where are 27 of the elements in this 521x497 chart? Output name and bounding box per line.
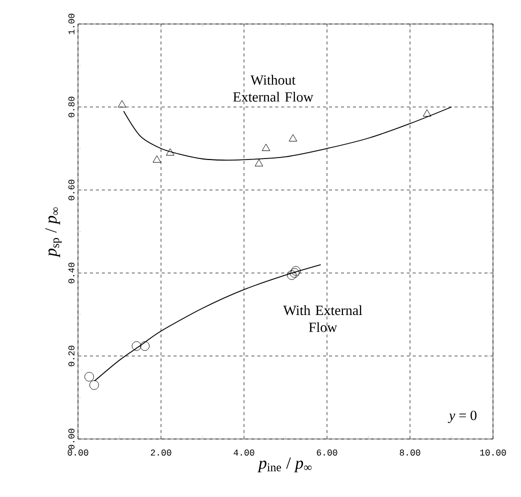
- point: [288, 134, 298, 142]
- y-tick-label: 1.00: [68, 14, 74, 34]
- x-axis-title: p$_{ine}$ / p$_{∞}$: [257, 457, 312, 472]
- point: [118, 100, 126, 108]
- point: [152, 155, 161, 163]
- point: [166, 148, 174, 156]
- x-tick-label: 2.00: [150, 450, 172, 456]
- point: [254, 159, 264, 166]
- y-axis-title: p$_{sp}$ / p$_{∞}$: [45, 207, 62, 258]
- x-tick-label: 4.00: [234, 450, 254, 456]
- point: [140, 341, 150, 351]
- point: [422, 109, 432, 117]
- x-tick-label: 6.00: [316, 450, 338, 456]
- point: [84, 372, 94, 382]
- x-tick-label: 10.00: [480, 450, 506, 456]
- annotation: y = 0: [448, 410, 476, 424]
- series-label: With External Flow: [283, 305, 362, 332]
- point: [262, 144, 270, 151]
- point: [89, 380, 99, 390]
- y-tick-label: 0.60: [68, 180, 74, 200]
- y-tick-label: 0.20: [68, 346, 74, 366]
- x-tick-label: 8.00: [400, 450, 420, 456]
- y-tick-label: 0.40: [68, 262, 74, 284]
- text: Without External Flow: [233, 74, 314, 102]
- point: [132, 341, 142, 351]
- point: [286, 270, 296, 280]
- y-tick-label: 0.80: [68, 96, 74, 118]
